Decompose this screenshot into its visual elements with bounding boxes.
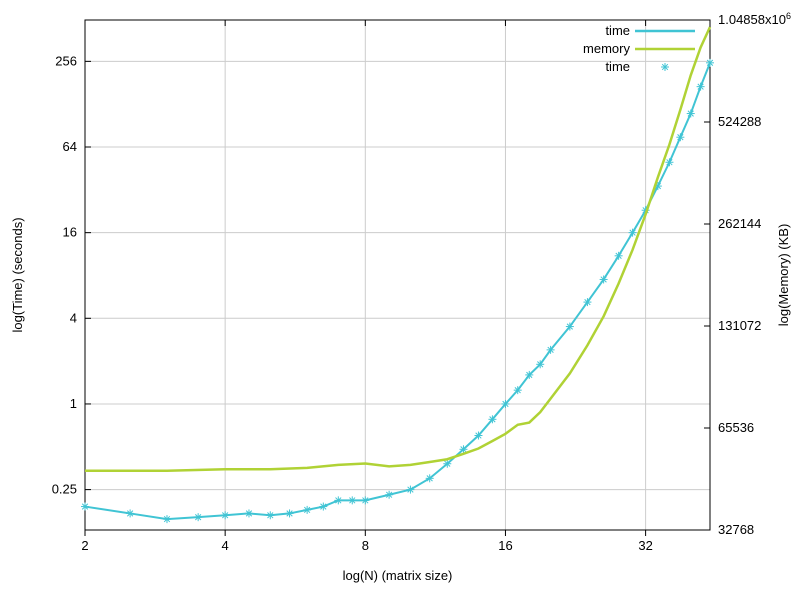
- series-marker-time: [525, 371, 533, 379]
- chart-svg: 2 4 8 16 32 0.25 1 4 16 64 256 32768 65536 131072 2621…: [0, 0, 800, 600]
- y-right-tick-label: 65536: [718, 420, 754, 435]
- y-left-tick-label: 16: [63, 225, 77, 240]
- x-tick-label: 16: [498, 538, 512, 553]
- x-axis-label: log(N) (matrix size): [343, 568, 453, 583]
- series-marker-time: [126, 509, 134, 517]
- legend-label: time: [605, 59, 630, 74]
- series-marker-time: [687, 110, 695, 118]
- series-marker-time: [334, 496, 342, 504]
- series-marker-time: [501, 400, 509, 408]
- series-marker-time: [676, 133, 684, 141]
- series-marker-time: [245, 509, 253, 517]
- series-marker-time: [547, 346, 555, 354]
- series-marker-time: [163, 515, 171, 523]
- series-marker-time: [600, 275, 608, 283]
- series-marker-time: [566, 323, 574, 331]
- y-right-tick-label: 524288: [718, 114, 761, 129]
- series-marker-time: [81, 503, 89, 511]
- series-marker-time: [348, 496, 356, 504]
- y-left-tick-label: 4: [70, 310, 77, 325]
- series-marker-time: [488, 415, 496, 423]
- series-marker-time: [286, 509, 294, 517]
- series-marker-time: [303, 506, 311, 514]
- series-marker-time: [426, 474, 434, 482]
- x-tick-label: 32: [638, 538, 652, 553]
- series-marker-time: [536, 360, 544, 368]
- series-marker-time: [266, 511, 274, 519]
- series-marker-time: [706, 59, 714, 67]
- y-right-axis-label: log(Memory) (KB): [776, 224, 791, 327]
- x-tick-label: 8: [362, 538, 369, 553]
- y-right-tick-label: 1.04858x106: [718, 11, 791, 27]
- series-marker-time: [697, 83, 705, 91]
- series-marker-time: [514, 386, 522, 394]
- series-marker-time: [385, 491, 393, 499]
- series-marker-time: [665, 158, 673, 166]
- legend-marker: [661, 63, 669, 71]
- chart-container: 2 4 8 16 32 0.25 1 4 16 64 256 32768 65536 131072 2621…: [0, 0, 800, 600]
- y-left-tick-label: 256: [55, 53, 77, 68]
- x-tick-label: 2: [81, 538, 88, 553]
- series-marker-time: [615, 252, 623, 260]
- series-marker-time: [221, 511, 229, 519]
- legend-label: time: [605, 23, 630, 38]
- y-left-tick-label: 1: [70, 396, 77, 411]
- y-left-axis-label: log(Time) (seconds): [10, 217, 25, 332]
- y-left-tick-label: 0.25: [52, 482, 77, 497]
- series-marker-time: [474, 432, 482, 440]
- y-right-tick-label: 131072: [718, 318, 761, 333]
- series-marker-time: [361, 496, 369, 504]
- plot-border: [85, 20, 710, 530]
- y-left-tick-label: 64: [63, 139, 77, 154]
- series-marker-time: [629, 229, 637, 237]
- series-marker-time: [583, 298, 591, 306]
- x-tick-label: 4: [222, 538, 229, 553]
- series-marker-time: [319, 503, 327, 511]
- legend-label: memory: [583, 41, 630, 56]
- y-right-tick-label: 32768: [718, 522, 754, 537]
- series-marker-time: [194, 513, 202, 521]
- y-right-tick-label: 262144: [718, 216, 761, 231]
- series-marker-time: [406, 486, 414, 494]
